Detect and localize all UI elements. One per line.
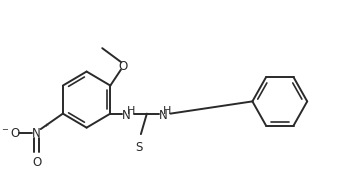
Text: N: N — [159, 108, 168, 122]
Text: H: H — [163, 106, 172, 116]
Text: O: O — [32, 156, 41, 169]
Text: O: O — [118, 60, 127, 73]
Text: $^+$: $^+$ — [43, 123, 50, 132]
Text: N: N — [32, 127, 41, 140]
Text: S: S — [135, 141, 143, 154]
Text: H: H — [127, 106, 135, 116]
Text: N: N — [122, 108, 131, 122]
Text: $^-$O: $^-$O — [0, 127, 21, 140]
